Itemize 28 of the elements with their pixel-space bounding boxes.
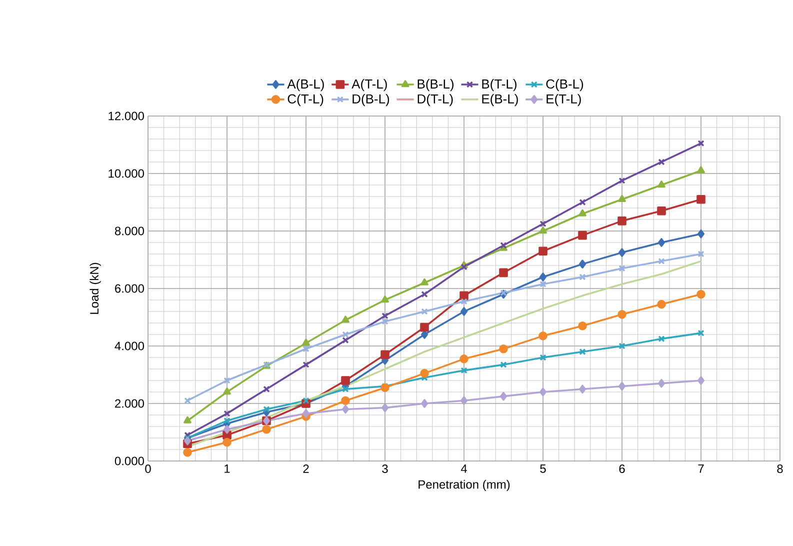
x-tick-label: 5 (540, 464, 546, 473)
y-axis-title: Load (kN) (90, 262, 101, 314)
y-tick-label: 10.000 (108, 169, 144, 178)
y-tick-label: 6.000 (115, 284, 144, 293)
y-tick-label: 0.000 (114, 456, 144, 466)
y-tick-label: 12.000 (108, 112, 144, 120)
x-tick-label: 6 (619, 464, 625, 474)
x-tick-label: 0 (145, 464, 151, 474)
x-tick-label: 4 (460, 464, 467, 473)
y-tick-label: 4.000 (114, 342, 144, 350)
x-tick-label: 1 (224, 464, 230, 473)
y-tick-label: 8.000 (114, 226, 144, 236)
legend-label: A(T-L) (352, 79, 387, 92)
x-tick-label: 3 (382, 464, 388, 474)
legend-label: B(B-L) (418, 79, 454, 92)
legend-label: D(T-L) (418, 94, 453, 106)
x-tick-label: 7 (698, 464, 704, 473)
x-tick-label: 8 (777, 464, 783, 474)
legend-label: C(T-L) (288, 94, 324, 106)
x-tick-label: 2 (303, 464, 309, 473)
y-tick-label: 2.000 (115, 399, 144, 408)
x-axis-title: Penetration (mm) (418, 480, 510, 492)
legend-label: C(B-L) (546, 79, 584, 92)
legend-label: D(B-L) (352, 94, 390, 106)
legend-label: E(T-L) (546, 94, 581, 106)
legend-label: B(T-L) (482, 79, 516, 92)
legend-label: E(B-L) (482, 94, 518, 106)
legend-label: A(B-L) (287, 79, 324, 92)
